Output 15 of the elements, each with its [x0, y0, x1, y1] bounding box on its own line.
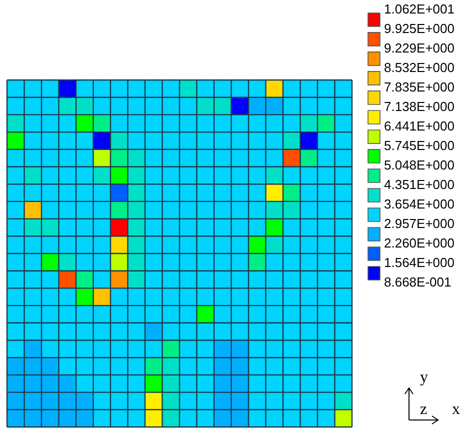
color-bar-label: 1.062E+001 — [384, 2, 454, 17]
color-bar-label: 1.564E+000 — [384, 255, 454, 270]
color-bar-label: 9.925E+000 — [384, 21, 454, 36]
color-bar-label: 2.957E+000 — [384, 216, 454, 232]
color-bar-label: 6.441E+000 — [384, 118, 454, 134]
color-bar-label: 8.668E-001 — [384, 274, 452, 290]
color-bar-label: 2.260E+000 — [384, 236, 454, 251]
color-bar-label: 9.229E+000 — [384, 40, 454, 56]
color-bar-label: 5.745E+000 — [384, 138, 454, 154]
color-bar-label: 7.835E+000 — [384, 80, 454, 95]
color-bar-label: 8.532E+000 — [384, 60, 454, 76]
color-bar-label: 5.048E+000 — [384, 158, 454, 173]
color-bar-label: 3.654E+000 — [384, 196, 454, 212]
color-bar-label: 7.138E+000 — [384, 99, 454, 114]
color-bar-label: 4.351E+000 — [384, 177, 454, 192]
